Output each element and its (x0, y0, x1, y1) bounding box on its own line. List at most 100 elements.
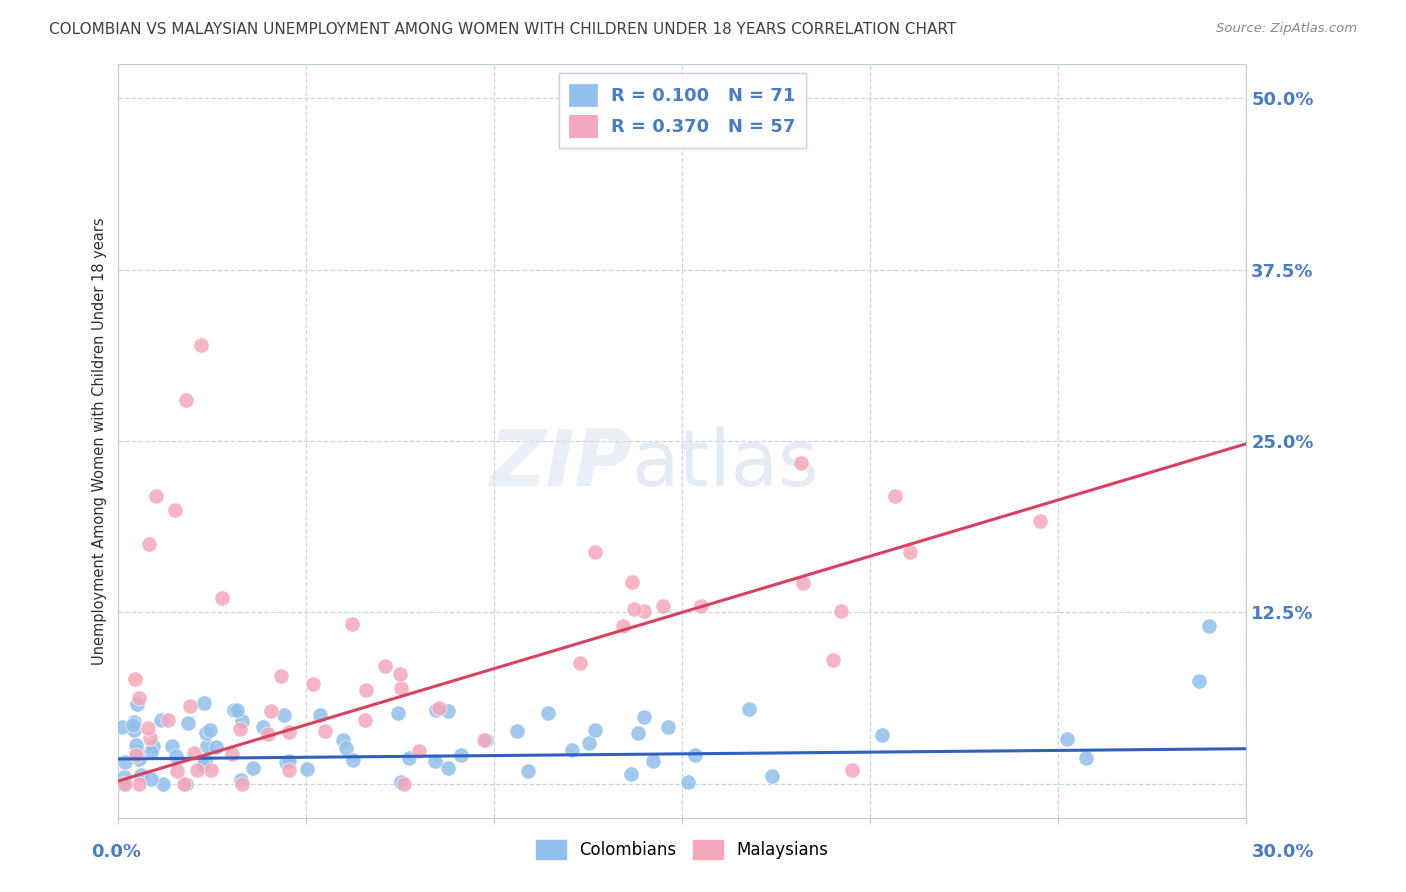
Point (174, 392, 197, 407)
Point (427, 701, 450, 715)
Point (139, 731, 162, 746)
Point (231, 772, 253, 787)
Point (128, 752, 150, 766)
Point (425, 754, 447, 768)
Point (314, 724, 336, 739)
Point (676, 775, 699, 789)
Point (561, 743, 583, 757)
Point (270, 669, 292, 683)
Legend: R = 0.100   N = 71, R = 0.370   N = 57: R = 0.100 N = 71, R = 0.370 N = 57 (558, 73, 806, 148)
Point (145, 489, 167, 503)
Point (1188, 674, 1211, 689)
Point (683, 748, 706, 763)
Point (841, 763, 863, 777)
Text: 0.0%: 0.0% (91, 843, 142, 861)
Point (224, 703, 246, 717)
Point (229, 722, 252, 736)
Point (1076, 751, 1098, 765)
Point (657, 720, 679, 734)
Point (200, 723, 222, 737)
Point (689, 599, 711, 613)
Point (124, 714, 146, 729)
Point (583, 723, 606, 738)
Point (309, 707, 332, 722)
Point (353, 713, 375, 727)
Point (124, 672, 146, 686)
Point (472, 732, 495, 747)
Point (190, 338, 212, 352)
Point (475, 733, 498, 747)
Y-axis label: Unemployment Among Women with Children Under 18 years: Unemployment Among Women with Children U… (93, 217, 107, 665)
Text: 30.0%: 30.0% (1253, 843, 1315, 861)
Point (437, 704, 460, 718)
Point (163, 502, 186, 516)
Point (252, 720, 274, 734)
Point (114, 756, 136, 770)
Point (627, 726, 650, 740)
Point (425, 703, 447, 717)
Point (150, 713, 173, 727)
Point (127, 698, 149, 712)
Point (398, 750, 420, 764)
Point (125, 738, 148, 752)
Point (1198, 619, 1220, 633)
Point (114, 777, 136, 791)
Point (152, 777, 174, 791)
Point (112, 770, 135, 784)
Point (138, 537, 160, 551)
Point (242, 761, 264, 775)
Point (160, 739, 183, 754)
Point (176, 777, 198, 791)
Point (173, 777, 195, 791)
Point (620, 767, 643, 781)
Point (870, 728, 893, 742)
Point (128, 691, 150, 706)
Point (621, 575, 644, 590)
Point (898, 545, 921, 559)
Point (204, 740, 226, 755)
Point (179, 698, 201, 713)
Point (408, 744, 430, 758)
Point (157, 714, 180, 728)
Point (387, 706, 409, 720)
Point (1056, 732, 1078, 747)
Point (1029, 514, 1052, 528)
Point (506, 723, 529, 738)
Text: atlas: atlas (631, 425, 820, 501)
Text: Source: ZipAtlas.com: Source: ZipAtlas.com (1216, 22, 1357, 36)
Point (761, 769, 783, 783)
Point (277, 725, 299, 739)
Point (276, 755, 298, 769)
Point (883, 489, 905, 503)
Point (623, 602, 645, 616)
Point (186, 763, 208, 777)
Point (389, 681, 412, 696)
Point (392, 777, 415, 791)
Point (221, 747, 243, 761)
Point (127, 745, 149, 759)
Point (211, 591, 233, 606)
Point (139, 772, 162, 786)
Point (225, 702, 247, 716)
Point (297, 762, 319, 776)
Point (111, 721, 134, 735)
Point (633, 710, 655, 724)
Point (191, 758, 214, 772)
Point (614, 132, 637, 146)
Point (302, 677, 325, 691)
Point (124, 723, 146, 738)
Point (568, 656, 591, 670)
Point (257, 727, 280, 741)
Point (537, 706, 560, 721)
Point (792, 576, 814, 591)
Point (633, 604, 655, 618)
Point (177, 715, 200, 730)
Point (121, 718, 143, 732)
Point (790, 456, 813, 470)
Point (138, 721, 160, 735)
Point (335, 741, 357, 756)
Point (194, 754, 217, 768)
Point (450, 748, 472, 763)
Text: ZIP: ZIP (489, 425, 631, 501)
Point (436, 761, 458, 775)
